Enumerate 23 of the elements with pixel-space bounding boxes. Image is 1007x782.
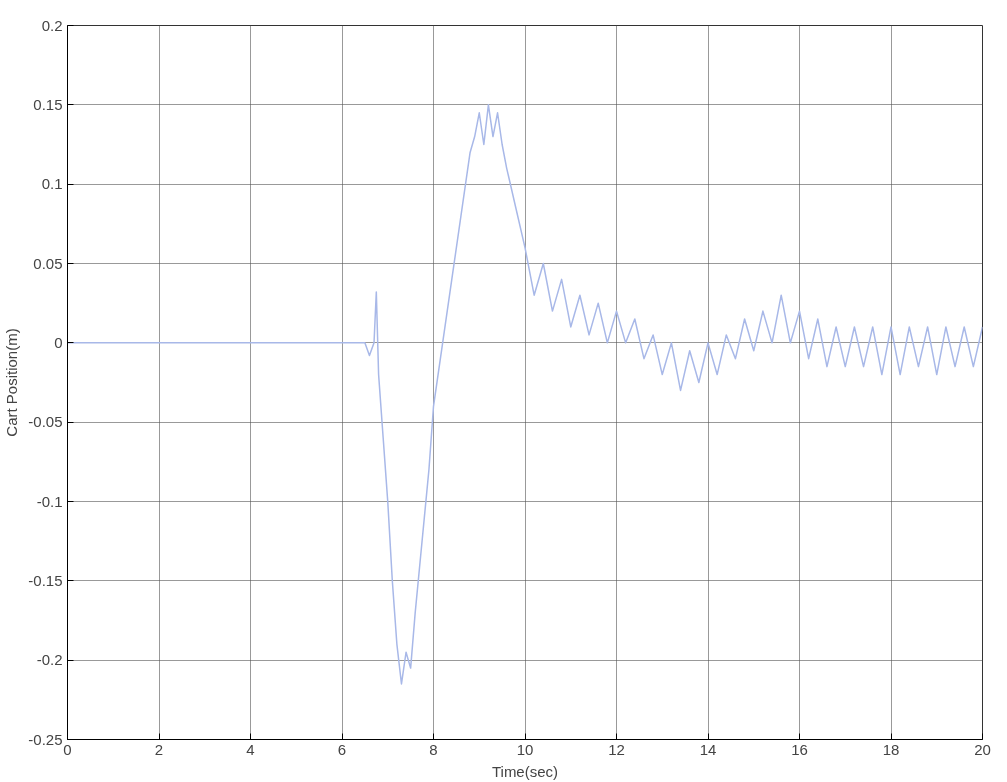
x-tick-label: 2 xyxy=(154,740,164,758)
line-series xyxy=(67,104,983,685)
y-tick-label: 0.05 xyxy=(33,254,63,272)
y-tick-label: -0.15 xyxy=(28,571,63,589)
x-tick-label: 6 xyxy=(337,740,347,758)
x-tick-label: 12 xyxy=(608,740,625,758)
x-axis-title: Time(sec) xyxy=(491,762,559,780)
y-tick-label: -0.1 xyxy=(36,492,63,510)
y-tick-label: -0.2 xyxy=(36,651,63,669)
y-tick-label: 0.15 xyxy=(33,95,63,113)
x-tick-label: 20 xyxy=(974,740,991,758)
y-tick-label: -0.25 xyxy=(28,730,63,748)
y-tick-label: -0.05 xyxy=(28,413,63,431)
y-tick-label: 0.2 xyxy=(41,16,63,34)
x-tick-label: 18 xyxy=(882,740,900,758)
x-tick-label: 4 xyxy=(246,740,255,758)
x-tick-label: 10 xyxy=(516,740,534,758)
x-tick-label: 16 xyxy=(791,740,808,758)
y-tick-label: 0.1 xyxy=(41,175,63,193)
y-tick-label: 0 xyxy=(54,333,63,351)
x-tick-label: 8 xyxy=(429,740,438,758)
y-axis-title: Cart Position(m) xyxy=(3,328,21,437)
x-tick-label: 14 xyxy=(699,740,717,758)
